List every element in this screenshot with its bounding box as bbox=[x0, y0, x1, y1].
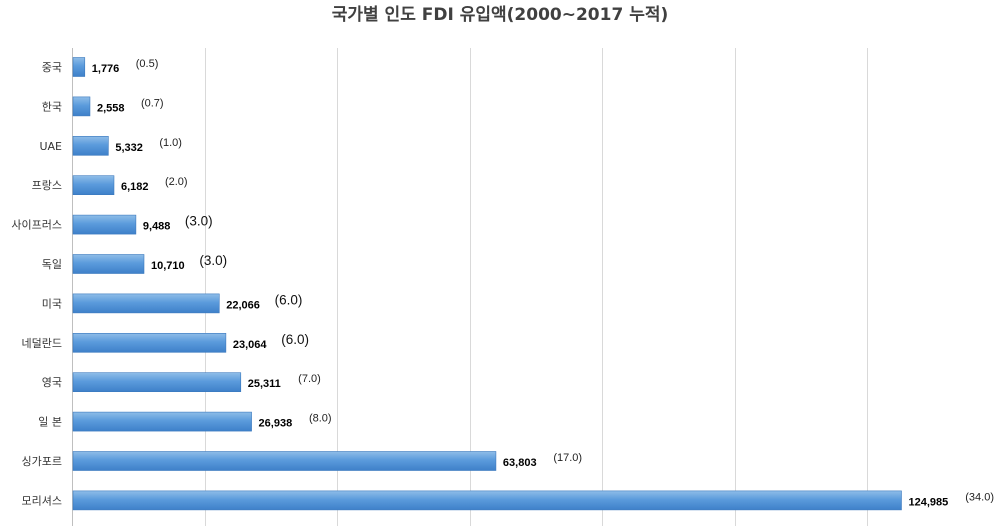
share-label: (1.0) bbox=[159, 137, 182, 149]
category-label: 일 본 bbox=[38, 415, 62, 429]
share-label: (3.0) bbox=[199, 253, 227, 268]
category-label: 사이프러스 bbox=[11, 219, 62, 232]
value-label: 26,938 bbox=[259, 418, 293, 430]
value-label: 63,803 bbox=[503, 457, 537, 469]
bar bbox=[72, 254, 145, 274]
bars bbox=[72, 57, 902, 511]
bar bbox=[72, 451, 497, 471]
bar bbox=[72, 293, 220, 314]
category-label: 중국 bbox=[42, 61, 62, 74]
value-label: 2,558 bbox=[97, 102, 125, 114]
share-label: (7.0) bbox=[298, 373, 321, 385]
bar bbox=[72, 136, 109, 156]
share-label: (0.7) bbox=[141, 97, 164, 109]
category-label: 네덜란드 bbox=[22, 337, 62, 350]
value-label: 1,776 bbox=[92, 63, 120, 75]
category-label: UAE bbox=[39, 140, 62, 153]
share-label: (34.0) bbox=[965, 491, 994, 503]
share-label: (6.0) bbox=[275, 292, 303, 307]
share-label: (0.5) bbox=[136, 58, 159, 70]
value-label: 124,985 bbox=[908, 496, 948, 508]
share-label: (2.0) bbox=[165, 176, 188, 188]
bar bbox=[72, 490, 902, 511]
bar bbox=[72, 214, 137, 235]
value-label: 5,332 bbox=[115, 142, 143, 154]
category-label: 영국 bbox=[42, 376, 62, 389]
chart-title: 국가별 인도 FDI 유입액(2000~2017 누적) bbox=[332, 5, 669, 25]
gridlines bbox=[72, 48, 868, 526]
value-label: 6,182 bbox=[121, 181, 149, 193]
share-label: (8.0) bbox=[309, 413, 332, 425]
value-label: 22,066 bbox=[226, 299, 260, 311]
value-label: 23,064 bbox=[233, 339, 268, 351]
share-label: (17.0) bbox=[553, 452, 582, 464]
category-label: 독일 bbox=[42, 257, 62, 271]
share-label: (6.0) bbox=[281, 332, 309, 347]
bar bbox=[72, 332, 227, 353]
bar bbox=[72, 96, 91, 117]
value-label: 9,488 bbox=[143, 221, 171, 233]
category-label: 싱가포르 bbox=[22, 455, 62, 468]
labels: 중국 1,776 (0.5) 한국 2,558 (0.7) UAE 5,332 (1.0) 프랑스… bbox=[11, 58, 994, 508]
bar bbox=[72, 57, 86, 77]
share-label: (3.0) bbox=[185, 214, 213, 229]
bar bbox=[72, 175, 115, 195]
category-label: 모리셔스 bbox=[22, 494, 62, 507]
category-label: 한국 bbox=[42, 100, 62, 113]
bar bbox=[72, 372, 242, 393]
category-label: 미국 bbox=[42, 297, 62, 310]
category-label: 프랑스 bbox=[32, 179, 62, 192]
value-label: 25,311 bbox=[248, 378, 281, 390]
bar bbox=[72, 411, 252, 432]
value-label: 10,710 bbox=[151, 260, 185, 272]
